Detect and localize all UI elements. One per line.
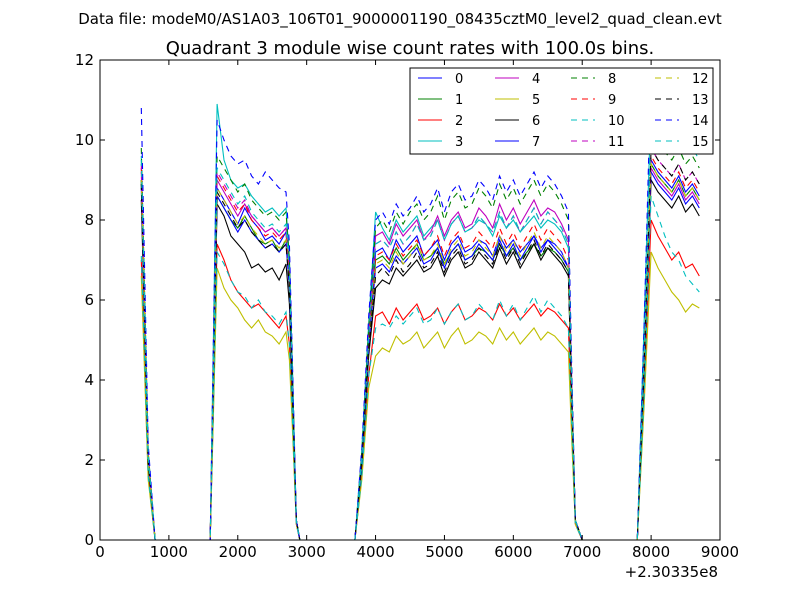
chart-title: Quadrant 3 module wise count rates with … xyxy=(166,38,655,59)
y-tick-label: 8 xyxy=(84,211,94,229)
legend-label-4: 4 xyxy=(532,72,540,87)
legend-label-3: 3 xyxy=(455,135,463,150)
x-tick-label: 1000 xyxy=(150,543,188,561)
series-line-8 xyxy=(140,130,700,541)
x-tick-label: 7000 xyxy=(563,543,601,561)
series-line-12 xyxy=(140,162,700,541)
legend-label-5: 5 xyxy=(532,93,540,108)
legend-label-10: 10 xyxy=(608,114,625,129)
legend-label-7: 7 xyxy=(532,135,540,150)
x-tick-label: 0 xyxy=(95,543,105,561)
x-tick-label: 2000 xyxy=(219,543,257,561)
legend-label-13: 13 xyxy=(692,93,709,108)
x-offset-label: +2.30335e8 xyxy=(625,563,718,581)
series-line-15 xyxy=(140,122,700,541)
legend-label-1: 1 xyxy=(455,93,463,108)
legend-label-2: 2 xyxy=(455,114,463,129)
x-tick-label: 9000 xyxy=(701,543,739,561)
legend-label-12: 12 xyxy=(692,72,709,87)
legend-label-0: 0 xyxy=(455,72,463,87)
series-line-10 xyxy=(140,195,700,541)
legend-label-9: 9 xyxy=(608,93,616,108)
y-tick-label: 4 xyxy=(84,371,94,389)
axes-layer: 0 1000 2000 3000 4000 5000 6000 7000 8000 9000 0 2 4… xyxy=(75,51,739,561)
y-tick-label: 12 xyxy=(75,51,94,69)
legend-label-14: 14 xyxy=(692,114,709,129)
x-tick-label: 4000 xyxy=(356,543,394,561)
x-tick-label: 3000 xyxy=(288,543,326,561)
y-tick-label: 0 xyxy=(84,531,94,549)
x-tick-label: 5000 xyxy=(425,543,463,561)
legend-label-11: 11 xyxy=(608,135,625,150)
legend-box xyxy=(409,67,714,155)
legend-label-15: 15 xyxy=(692,135,709,150)
y-tick-label: 10 xyxy=(75,131,94,149)
x-tick-label: 6000 xyxy=(494,543,532,561)
x-tick-label: 8000 xyxy=(632,543,670,561)
legend-label-6: 6 xyxy=(532,114,540,129)
chart-suptitle: Data file: modeM0/AS1A03_106T01_90000011… xyxy=(78,10,722,29)
y-tick-label: 6 xyxy=(84,291,94,309)
legend-label-8: 8 xyxy=(608,72,616,87)
y-tick-label: 2 xyxy=(84,451,94,469)
